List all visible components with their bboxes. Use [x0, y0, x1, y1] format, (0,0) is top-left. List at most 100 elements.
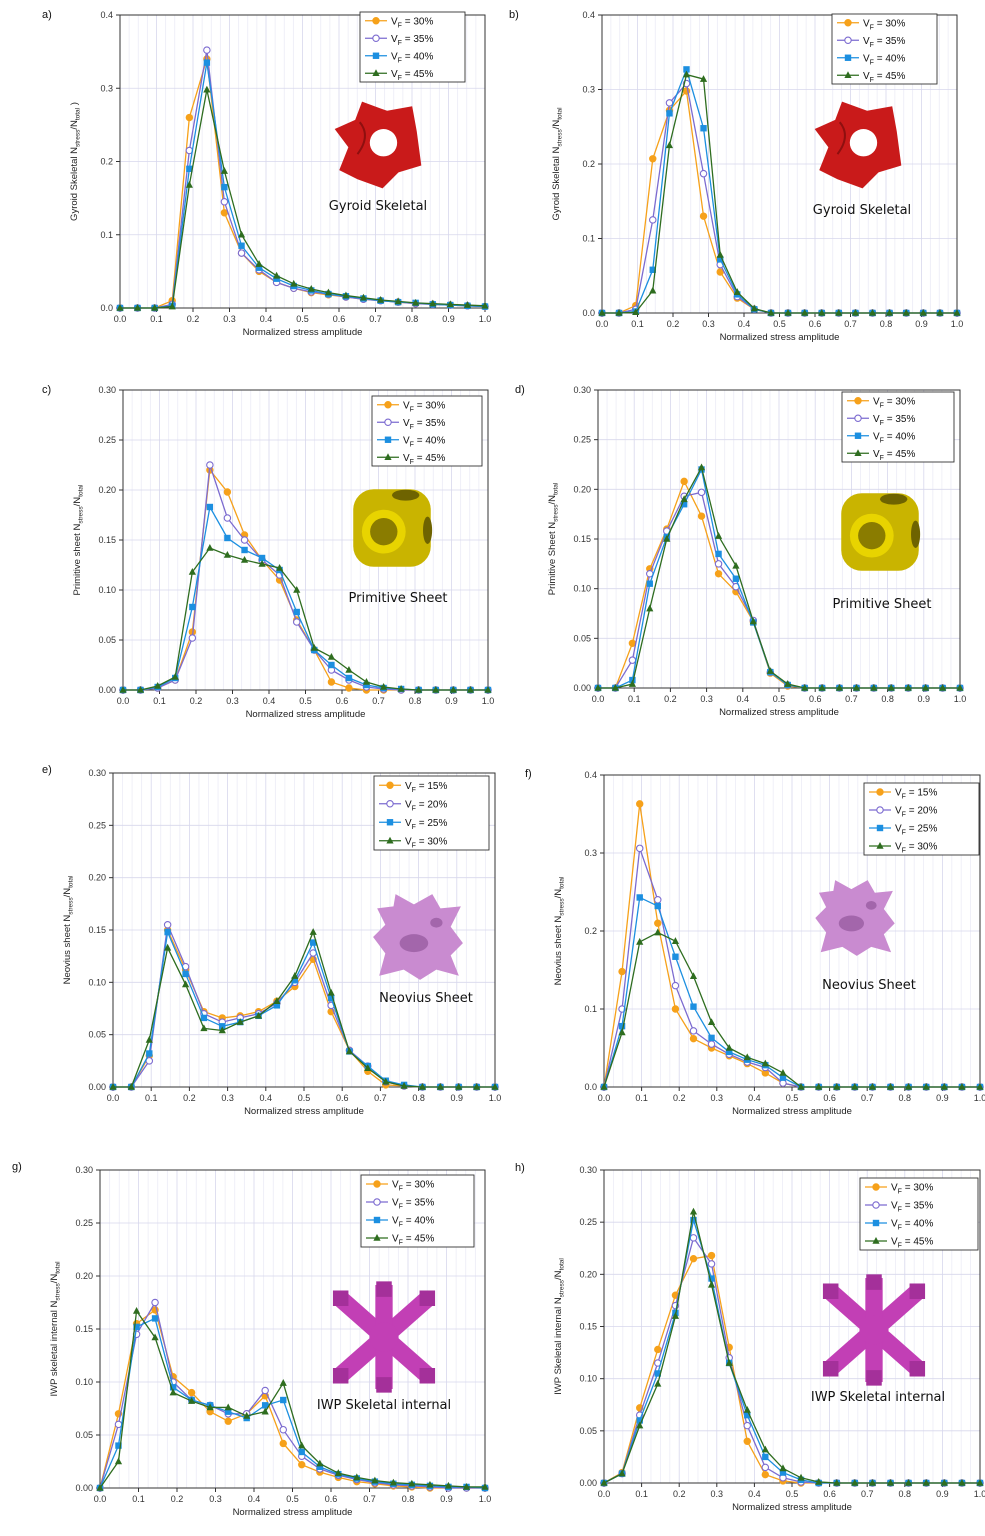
data-point: [689, 1254, 698, 1263]
data-point: [818, 684, 826, 691]
legend: VF = 30% VF = 35% VF = 40% VF = 45%: [841, 391, 955, 463]
x-tick-label: 0.6: [809, 694, 822, 704]
data-point: [618, 1022, 626, 1030]
data-point: [408, 1479, 416, 1487]
x-tick-label: 0.0: [598, 1093, 611, 1103]
data-point: [353, 1473, 361, 1481]
legend-entry: VF = 45%: [391, 69, 433, 82]
data-point: [767, 309, 775, 316]
data-point: [119, 686, 127, 693]
data-point: [307, 284, 315, 292]
legend-swatch-marker: [372, 52, 380, 59]
legend-entry: VF = 40%: [891, 1219, 933, 1232]
legend-box: [841, 391, 955, 463]
series-line-4: [123, 547, 488, 691]
x-tick-label: 0.1: [628, 694, 641, 704]
data-point: [598, 309, 606, 316]
data-point: [689, 1207, 698, 1215]
legend-swatch-marker: [854, 432, 862, 439]
data-point: [743, 1053, 751, 1061]
data-point: [851, 1479, 859, 1486]
data-point: [223, 514, 232, 522]
data-point: [743, 1405, 751, 1413]
data-point: [635, 844, 644, 853]
data-point: [132, 1306, 141, 1314]
x-axis-label: Normalized stress amplitude: [243, 327, 363, 338]
x-tick-label: 0.7: [845, 694, 858, 704]
data-point: [646, 604, 654, 612]
data-point: [868, 309, 877, 316]
x-tick-label: 0.7: [861, 1093, 874, 1103]
legend-swatch-marker: [386, 819, 394, 826]
x-tick-label: 0.0: [598, 1489, 611, 1499]
legend-entry: VF = 40%: [391, 51, 433, 64]
chart-panel-d: 0.0 0.1 0.2 0.3 0.4 0.5 0.6 0.7 0.8 0.9 1.0 0.00 0.0…: [515, 384, 966, 718]
data-point: [689, 1027, 698, 1035]
x-tick-label: 0.3: [700, 694, 713, 704]
data-point: [116, 304, 124, 311]
data-point: [936, 309, 944, 316]
data-point: [163, 921, 172, 929]
y-tick-label: 0.30: [98, 385, 116, 395]
data-point: [707, 1251, 716, 1260]
data-point: [618, 1028, 626, 1036]
data-point: [220, 167, 228, 174]
y-axis-label: Gyroid Skeletal Nstress/Ntotal: [551, 107, 564, 221]
y-tick-label: 0.30: [573, 385, 591, 395]
y-tick-label: 0.05: [88, 1030, 106, 1040]
data-point: [188, 634, 197, 642]
shape-caption: Primitive Sheet: [349, 591, 448, 606]
chart-panel-c: 0.0 0.1 0.2 0.3 0.4 0.5 0.6 0.7 0.8 0.9 1.0 0.00 0.0…: [42, 384, 494, 720]
data-point: [953, 309, 961, 316]
data-point: [708, 1034, 715, 1042]
neovius-hole-2: [430, 917, 443, 928]
data-point: [680, 495, 688, 503]
y-tick-label: 0.25: [75, 1218, 93, 1228]
data-point: [133, 1323, 140, 1331]
x-tick-label: 0.1: [631, 319, 644, 329]
data-point: [182, 970, 189, 978]
data-point: [666, 110, 673, 117]
data-point: [237, 249, 246, 257]
x-tick-label: 0.1: [635, 1093, 648, 1103]
x-axis-label: Normalized stress amplitude: [732, 1502, 852, 1513]
data-point: [491, 1083, 499, 1090]
y-tick-label: 0.1: [582, 234, 595, 244]
y-tick-label: 0.10: [75, 1377, 93, 1387]
primitive-shape-image: [353, 489, 433, 567]
y-tick-label: 0.15: [573, 534, 591, 544]
data-point: [690, 1216, 697, 1224]
x-tick-label: 0.8: [402, 1494, 415, 1504]
shape-caption: Gyroid Skeletal: [813, 203, 911, 218]
y-tick-label: 0.05: [98, 635, 116, 645]
data-point: [115, 1442, 122, 1449]
legend-swatch-marker: [386, 799, 394, 808]
data-point: [127, 1083, 135, 1090]
data-point: [136, 686, 145, 693]
legend-box: [371, 395, 483, 467]
iwp-cube-3: [332, 1368, 349, 1384]
data-point: [345, 684, 353, 692]
iwp-cube-1: [332, 1290, 349, 1306]
x-tick-label: 0.8: [412, 1093, 425, 1103]
x-tick-label: 1.0: [482, 696, 495, 706]
x-tick-label: 0.3: [711, 1489, 724, 1499]
data-point: [654, 1345, 662, 1354]
legend-swatch-marker: [373, 1198, 381, 1206]
data-point: [600, 1083, 608, 1090]
data-point: [298, 1460, 306, 1469]
x-tick-label: 0.6: [333, 314, 346, 324]
shape-caption: Neovius Sheet: [822, 978, 916, 993]
data-point: [714, 532, 723, 539]
data-point: [818, 309, 826, 316]
neovius-hole-2: [865, 901, 877, 910]
x-tick-label: 1.0: [479, 1494, 492, 1504]
data-point: [223, 488, 232, 496]
x-tick-label: 0.8: [880, 319, 893, 329]
data-point: [258, 560, 266, 567]
data-point: [221, 183, 228, 191]
x-tick-label: 1.0: [954, 694, 967, 704]
legend-swatch-marker: [384, 418, 392, 426]
neovius-hole: [838, 915, 865, 932]
x-tick-label: 0.6: [325, 1494, 338, 1504]
